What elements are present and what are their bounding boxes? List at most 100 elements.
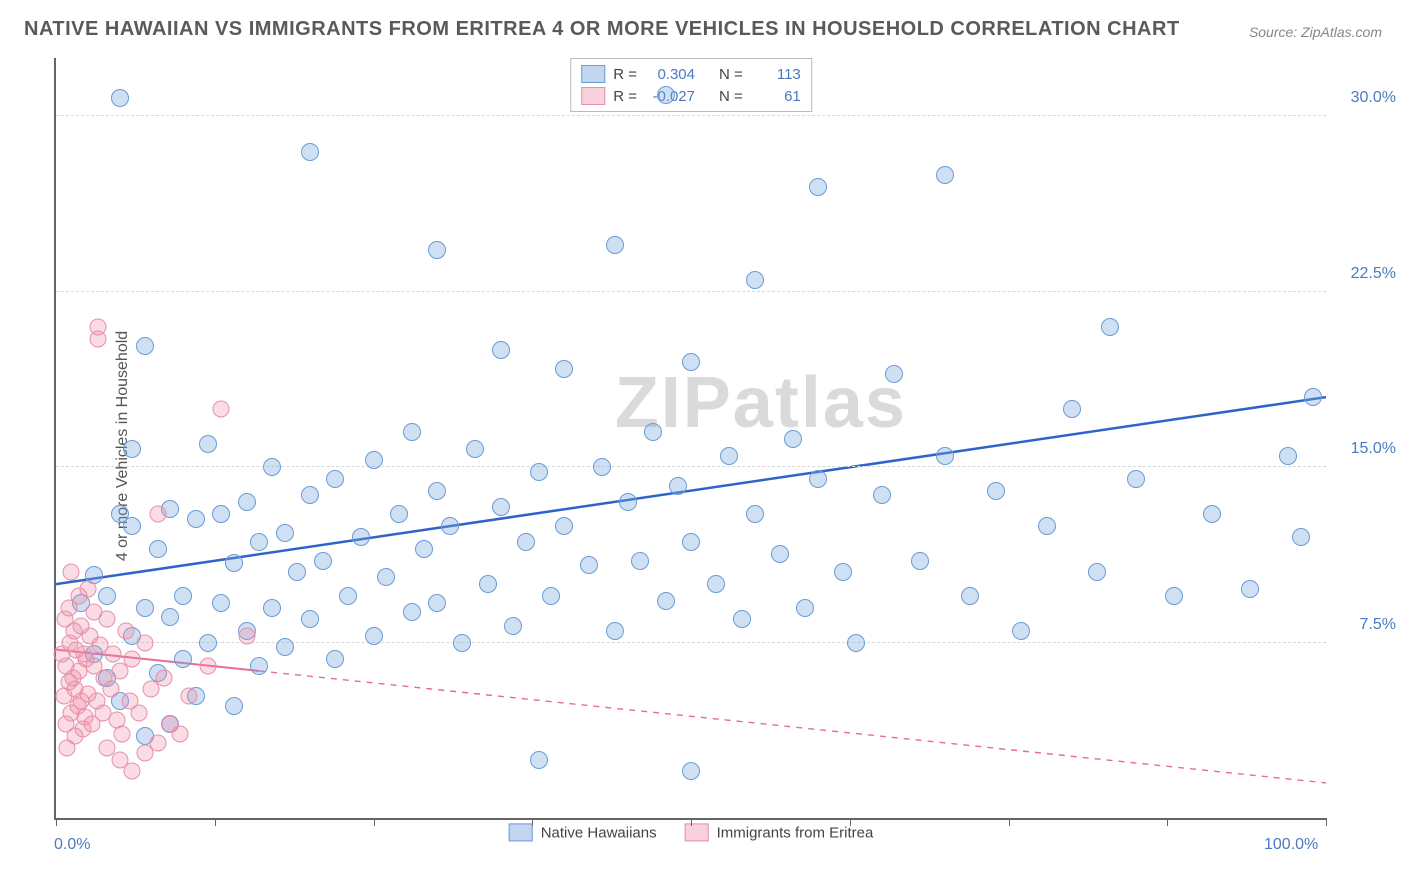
data-point <box>225 554 243 572</box>
data-point <box>105 646 122 663</box>
data-point <box>288 563 306 581</box>
data-point <box>961 587 979 605</box>
y-tick-label: 22.5% <box>1336 265 1396 283</box>
data-point <box>1203 505 1221 523</box>
data-point <box>365 627 383 645</box>
data-point <box>873 486 891 504</box>
swatch-pink-icon <box>685 823 709 841</box>
data-point <box>847 634 865 652</box>
n-label: N = <box>719 66 743 83</box>
data-point <box>326 470 344 488</box>
x-tick <box>1009 818 1010 826</box>
data-point <box>365 451 383 469</box>
data-point <box>114 725 131 742</box>
data-point <box>466 440 484 458</box>
data-point <box>111 89 129 107</box>
data-point <box>530 751 548 769</box>
data-point <box>1012 622 1030 640</box>
data-point <box>326 650 344 668</box>
data-point <box>123 517 141 535</box>
data-point <box>669 477 687 495</box>
data-point <box>187 510 205 528</box>
data-point <box>1038 517 1056 535</box>
data-point <box>720 447 738 465</box>
swatch-blue-icon <box>581 65 605 83</box>
y-tick-label: 15.0% <box>1336 440 1396 458</box>
swatch-pink-icon <box>581 87 605 105</box>
x-tick <box>1326 818 1327 826</box>
data-point <box>213 400 230 417</box>
data-point <box>606 236 624 254</box>
data-point <box>428 594 446 612</box>
data-point <box>936 447 954 465</box>
data-point <box>733 610 751 628</box>
x-tick <box>215 818 216 826</box>
data-point <box>746 271 764 289</box>
data-point <box>657 86 675 104</box>
scatter-chart: ZIPatlas R = 0.304 N = 113 R = -0.027 N … <box>54 58 1326 820</box>
data-point <box>172 725 189 742</box>
data-point <box>339 587 357 605</box>
data-point <box>117 622 134 639</box>
data-point <box>174 587 192 605</box>
data-point <box>1127 470 1145 488</box>
data-point <box>746 505 764 523</box>
data-point <box>250 657 268 675</box>
data-point <box>631 552 649 570</box>
data-point <box>987 482 1005 500</box>
data-point <box>98 587 116 605</box>
legend-row-blue: R = 0.304 N = 113 <box>581 63 801 85</box>
data-point <box>453 634 471 652</box>
data-point <box>606 622 624 640</box>
data-point <box>885 365 903 383</box>
data-point <box>263 599 281 617</box>
data-point <box>149 540 167 558</box>
data-point <box>174 650 192 668</box>
data-point <box>238 493 256 511</box>
data-point <box>479 575 497 593</box>
data-point <box>707 575 725 593</box>
n-value-pink: 61 <box>751 88 801 105</box>
gridline <box>56 291 1326 292</box>
data-point <box>415 540 433 558</box>
legend-item-pink: Immigrants from Eritrea <box>685 823 874 841</box>
data-point <box>555 360 573 378</box>
data-point <box>276 524 294 542</box>
data-point <box>314 552 332 570</box>
data-point <box>238 627 255 644</box>
data-point <box>1165 587 1183 605</box>
n-value-blue: 113 <box>751 66 801 83</box>
data-point <box>504 617 522 635</box>
data-point <box>784 430 802 448</box>
data-point <box>1304 388 1322 406</box>
data-point <box>155 669 172 686</box>
data-point <box>1101 318 1119 336</box>
data-point <box>79 580 96 597</box>
data-point <box>181 688 198 705</box>
x-tick <box>532 818 533 826</box>
data-point <box>124 763 141 780</box>
x-axis-max-label: 100.0% <box>1264 836 1318 854</box>
x-tick <box>56 818 57 826</box>
source-attribution: Source: ZipAtlas.com <box>1249 24 1382 40</box>
data-point <box>98 611 115 628</box>
data-point <box>492 341 510 359</box>
data-point <box>593 458 611 476</box>
data-point <box>149 506 166 523</box>
data-point <box>250 533 268 551</box>
data-point <box>1241 580 1259 598</box>
x-tick <box>1167 818 1168 826</box>
x-tick <box>850 818 851 826</box>
data-point <box>530 463 548 481</box>
y-tick-label: 7.5% <box>1336 616 1396 634</box>
data-point <box>580 556 598 574</box>
swatch-blue-icon <box>509 823 533 841</box>
data-point <box>771 545 789 563</box>
data-point <box>136 634 153 651</box>
data-point <box>809 470 827 488</box>
data-point <box>200 658 217 675</box>
data-point <box>644 423 662 441</box>
data-point <box>834 563 852 581</box>
x-tick <box>374 818 375 826</box>
gridline <box>56 466 1326 467</box>
